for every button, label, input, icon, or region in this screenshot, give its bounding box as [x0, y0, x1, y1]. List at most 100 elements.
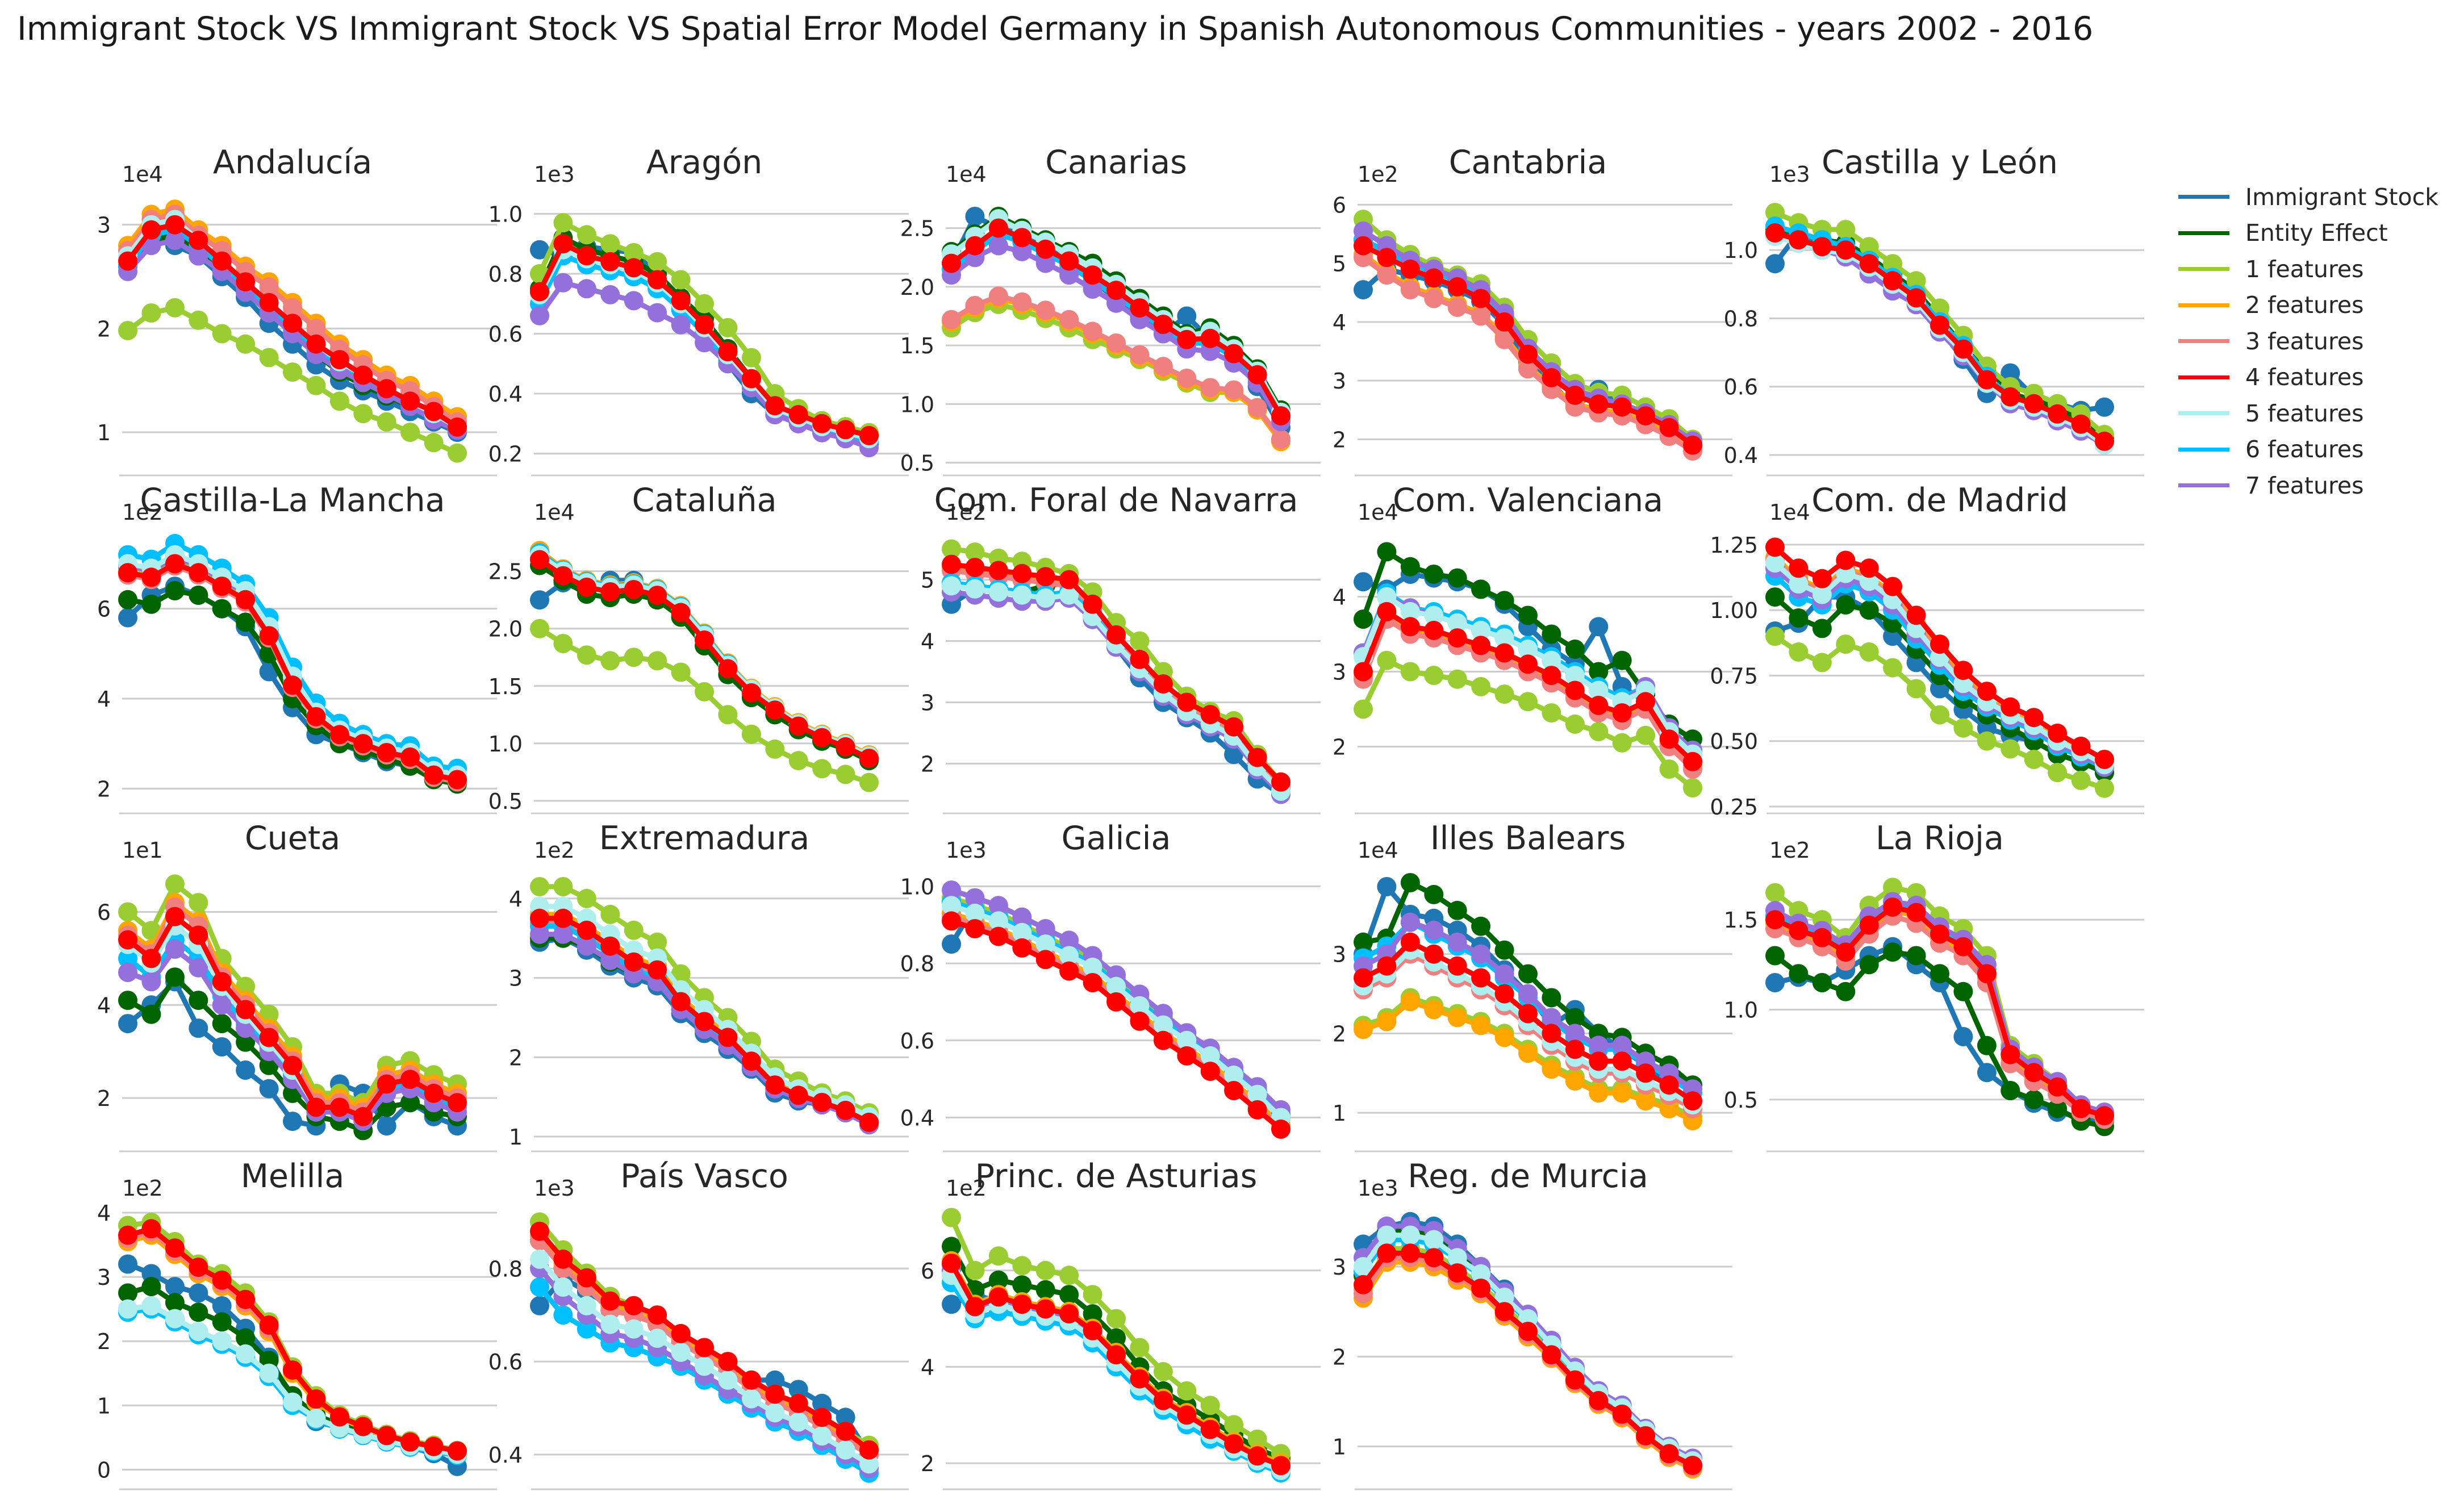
data-point: [283, 1112, 302, 1131]
data-point: [648, 252, 667, 272]
data-point: [1400, 662, 1420, 682]
data-point: [1424, 920, 1444, 940]
data-point: [329, 350, 349, 370]
data-point: [648, 1305, 667, 1325]
data-point: [1812, 584, 1832, 604]
data-point: [1471, 620, 1491, 640]
data-point: [189, 925, 208, 945]
data-point: [236, 612, 256, 632]
data-point: [553, 877, 573, 896]
data-point: [577, 645, 596, 665]
legend-label: Entity Effect: [2245, 219, 2388, 247]
data-point: [1012, 1256, 1032, 1276]
data-point: [1447, 298, 1467, 317]
data-point: [212, 995, 232, 1015]
data-point: [141, 236, 161, 256]
legend-item: 6 features: [2178, 432, 2438, 468]
data-point: [1471, 289, 1491, 308]
data-point: [741, 1370, 761, 1390]
data-point: [671, 992, 691, 1012]
data-point: [530, 1277, 549, 1297]
y-tick-label: 4: [921, 1355, 934, 1380]
y-tick-label: 1.5: [1724, 908, 1758, 933]
data-point: [1836, 982, 1856, 1001]
data-point: [283, 1360, 302, 1380]
data-point: [448, 417, 467, 437]
y-tick-label: 3: [1333, 369, 1346, 394]
y-tick-label: 1.5: [488, 674, 523, 699]
series-entity-effect: [1354, 873, 1702, 1095]
series-3-features: [942, 286, 1291, 449]
data-point: [765, 739, 785, 759]
series-5-features: [530, 1249, 879, 1474]
data-point: [1812, 928, 1832, 947]
data-point: [788, 405, 808, 424]
y-tick-label: 0.4: [1724, 443, 1758, 468]
data-point: [1424, 1000, 1444, 1020]
data-point: [1859, 642, 1879, 662]
data-point: [1612, 1404, 1632, 1424]
data-point: [859, 1440, 879, 1460]
data-point: [1012, 922, 1032, 942]
axis-multiplier: 1e1: [122, 838, 163, 863]
data-point: [1883, 658, 1903, 678]
series-1-features: [530, 619, 879, 792]
y-tick-label: 3: [97, 213, 111, 238]
data-point: [1447, 1248, 1467, 1268]
data-point: [141, 220, 161, 240]
data-point: [1683, 778, 1702, 797]
data-point: [212, 251, 232, 271]
data-point: [400, 747, 420, 767]
legend-item: 3 features: [2178, 323, 2438, 360]
data-point: [1083, 279, 1102, 299]
data-point: [965, 579, 985, 599]
data-point: [600, 234, 620, 254]
data-point: [1271, 1456, 1291, 1476]
data-point: [1247, 398, 1267, 417]
series-6-features: [942, 573, 1291, 801]
y-tick-label: 0.8: [488, 1256, 523, 1281]
data-point: [1130, 345, 1150, 365]
series-1-features: [942, 294, 1291, 449]
data-point: [1930, 315, 1949, 335]
series-4-features: [942, 218, 1291, 426]
data-point: [1224, 380, 1244, 400]
data-point: [1812, 237, 1832, 257]
data-point: [212, 1014, 232, 1034]
y-tick-label: 1: [97, 1393, 111, 1418]
data-point: [1377, 1243, 1397, 1263]
data-point: [942, 1294, 961, 1314]
data-point: [2048, 723, 2068, 743]
data-point: [1883, 897, 1903, 917]
data-point: [1447, 956, 1467, 976]
series-4-features: [1765, 537, 2114, 769]
data-point: [1659, 1099, 1679, 1119]
data-point: [1059, 1304, 1079, 1324]
data-point: [988, 286, 1008, 306]
data-point: [1177, 369, 1197, 388]
subplot-title: País Vasco: [620, 1158, 788, 1195]
y-tick-label: 0.5: [488, 789, 523, 814]
data-point: [2071, 1099, 2091, 1118]
series-4-features: [118, 907, 467, 1126]
data-point: [2001, 739, 2020, 759]
data-point: [1636, 1426, 1656, 1446]
data-point: [1636, 692, 1656, 712]
data-point: [671, 1342, 691, 1362]
axis-multiplier: 1e2: [946, 500, 987, 525]
subplot-title: Com. Valenciana: [1393, 482, 1663, 519]
data-point: [1012, 292, 1032, 312]
data-point: [306, 319, 326, 339]
legend-swatch: [2178, 375, 2229, 379]
data-point: [2001, 697, 2020, 717]
data-point: [1447, 900, 1467, 920]
data-point: [1765, 946, 1785, 966]
subplot-andalucia: 1 2 3 1e4 Andalucía: [97, 144, 497, 477]
data-point: [988, 1270, 1008, 1290]
data-point: [600, 936, 620, 956]
y-tick-label: 1: [97, 420, 111, 445]
subplot-title: Extremadura: [599, 820, 809, 857]
axis-multiplier: 1e3: [534, 162, 575, 187]
series-5-features: [942, 896, 1291, 1127]
